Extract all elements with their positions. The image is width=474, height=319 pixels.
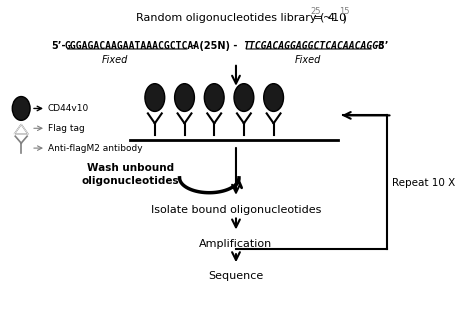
Text: Repeat 10 X: Repeat 10 X — [392, 178, 456, 188]
Polygon shape — [14, 124, 28, 134]
Ellipse shape — [174, 84, 194, 111]
Text: Amplification: Amplification — [200, 239, 273, 249]
Text: Flag tag: Flag tag — [48, 124, 85, 133]
Text: =~10: =~10 — [310, 13, 346, 23]
Ellipse shape — [145, 84, 165, 111]
Ellipse shape — [12, 97, 30, 120]
Ellipse shape — [234, 84, 254, 111]
Text: 25: 25 — [310, 7, 321, 16]
Text: GGGAGACAAGAATAAACGCTCAA: GGGAGACAAGAATAAACGCTCAA — [65, 41, 200, 51]
Text: Fixed: Fixed — [294, 55, 321, 65]
Text: -3’: -3’ — [374, 41, 389, 51]
Text: CD44v10: CD44v10 — [48, 104, 89, 113]
Text: Wash unbound
oligonucleotides: Wash unbound oligonucleotides — [81, 163, 179, 187]
Text: 15: 15 — [339, 7, 349, 16]
Text: Fixed: Fixed — [102, 55, 128, 65]
Text: ): ) — [339, 13, 347, 23]
Text: TTCGACAGGAGGCTCACAACAGGC: TTCGACAGGAGGCTCACAACAGGC — [244, 41, 384, 51]
Text: 5’-: 5’- — [51, 41, 65, 51]
Text: Anti-flagM2 antibody: Anti-flagM2 antibody — [48, 144, 143, 152]
Ellipse shape — [264, 84, 283, 111]
Text: Isolate bound oligonucleotides: Isolate bound oligonucleotides — [151, 204, 321, 215]
Text: Sequence: Sequence — [209, 271, 264, 281]
Ellipse shape — [204, 84, 224, 111]
Text: Random oligonucleotides library ( 4: Random oligonucleotides library ( 4 — [137, 13, 336, 23]
Text: - (25N) -: - (25N) - — [192, 41, 237, 51]
